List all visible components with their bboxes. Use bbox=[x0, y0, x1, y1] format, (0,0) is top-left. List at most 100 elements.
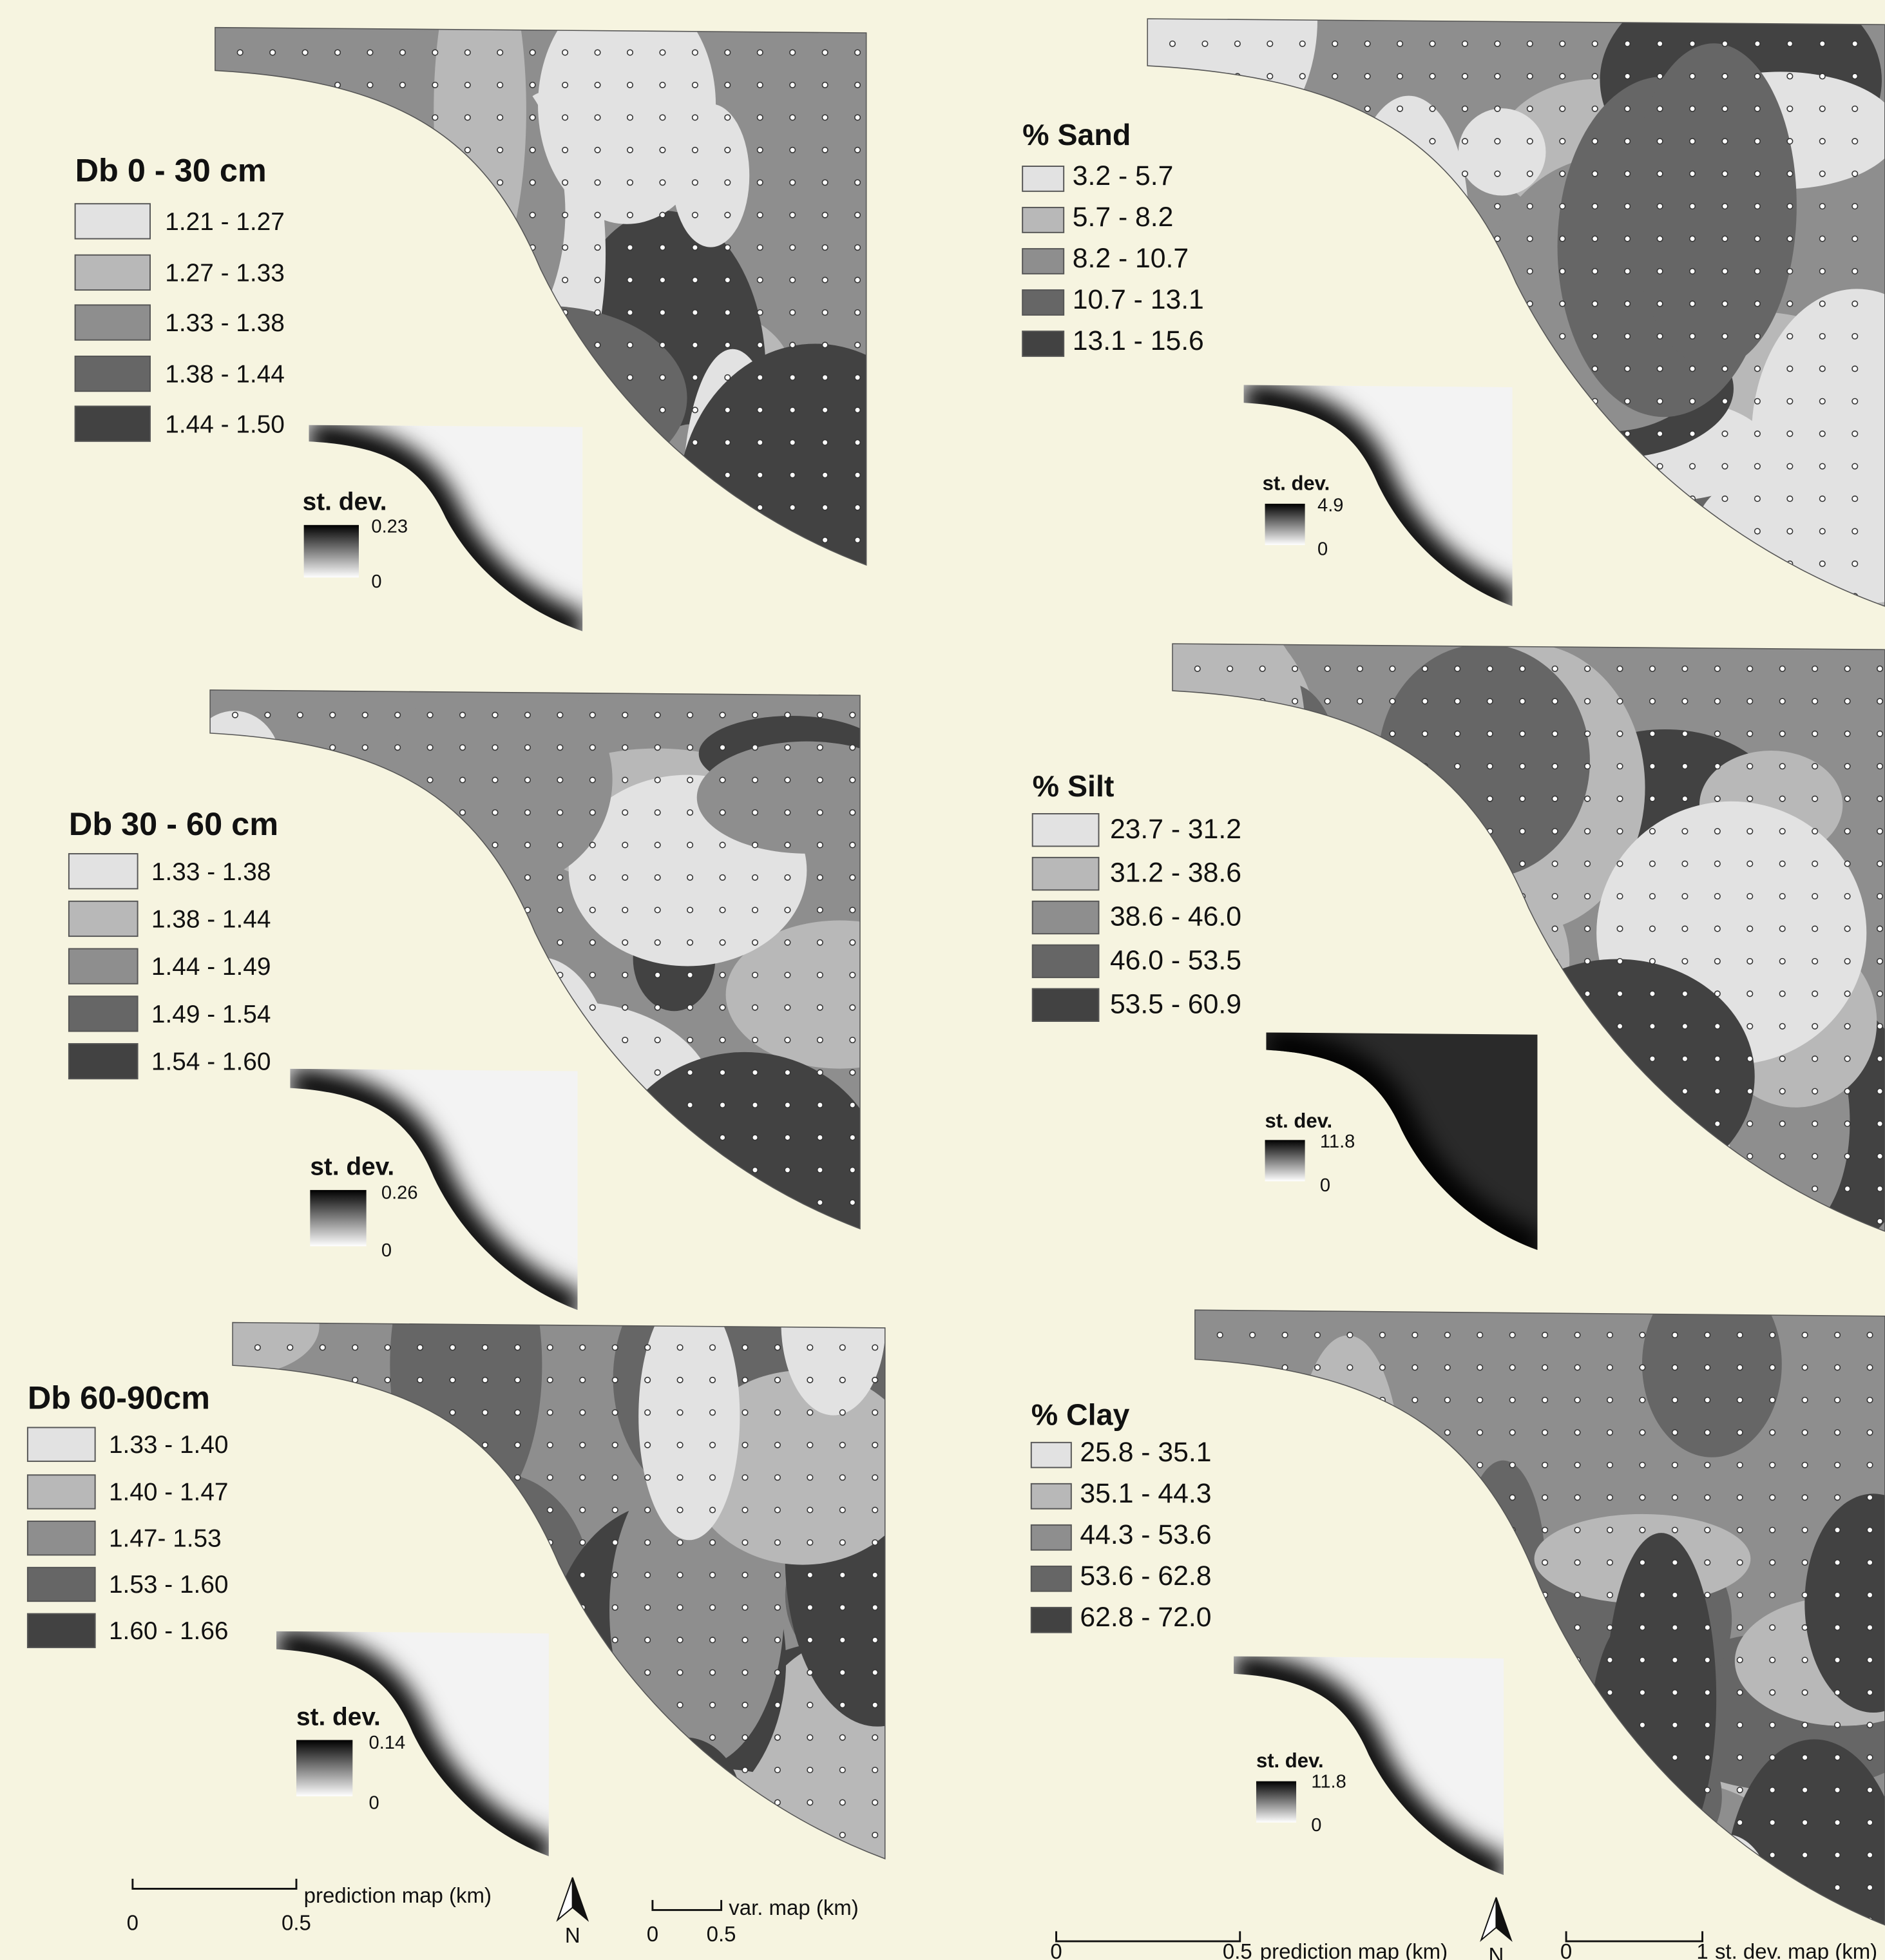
sample-point bbox=[850, 940, 856, 946]
sample-point bbox=[1877, 698, 1883, 704]
sample-point bbox=[590, 1167, 596, 1173]
sample-point bbox=[1292, 666, 1298, 672]
sample-point bbox=[785, 712, 790, 718]
sample-point bbox=[1650, 926, 1656, 932]
sample-point bbox=[1267, 334, 1273, 340]
sample-point bbox=[1202, 236, 1208, 242]
legend-swatch bbox=[1031, 1525, 1071, 1550]
sample-point bbox=[1737, 1398, 1743, 1403]
sample-point bbox=[595, 148, 600, 153]
sample-point bbox=[1195, 1218, 1201, 1224]
sample-point bbox=[1682, 861, 1688, 867]
sample-point bbox=[298, 1004, 303, 1010]
sample-point bbox=[1625, 269, 1631, 274]
sample-point bbox=[302, 407, 308, 413]
sample-point bbox=[742, 1475, 748, 1481]
sample-point bbox=[1455, 959, 1460, 965]
sample-point bbox=[622, 1102, 628, 1108]
sample-point bbox=[1397, 204, 1403, 209]
sample-point bbox=[822, 407, 828, 413]
sample-point bbox=[1364, 139, 1370, 144]
sample-point bbox=[320, 1475, 325, 1481]
sample-point bbox=[352, 1410, 358, 1416]
scale-start: 0 bbox=[127, 1910, 139, 1934]
sample-point bbox=[1574, 1722, 1580, 1728]
sample-point bbox=[595, 82, 600, 88]
sample-point bbox=[1657, 204, 1663, 209]
sample-point bbox=[693, 537, 698, 543]
sample-point bbox=[1170, 528, 1176, 534]
sample-point bbox=[287, 1670, 293, 1676]
sample-point bbox=[655, 1004, 660, 1010]
sample-point bbox=[1202, 366, 1208, 372]
sample-point bbox=[1835, 1398, 1841, 1403]
sample-point bbox=[693, 212, 698, 218]
sample-point bbox=[1672, 1398, 1678, 1403]
sample-point bbox=[1802, 1332, 1808, 1338]
sample-point bbox=[320, 1734, 325, 1740]
sample-point bbox=[1325, 894, 1330, 899]
sample-point bbox=[1867, 1592, 1873, 1598]
sample-point bbox=[1755, 334, 1761, 340]
sample-point bbox=[233, 777, 238, 783]
sample-point bbox=[1747, 1153, 1753, 1159]
sample-point bbox=[1787, 269, 1793, 274]
sample-point bbox=[1347, 1820, 1353, 1825]
sample-point bbox=[1250, 1592, 1256, 1598]
sample-point bbox=[1715, 991, 1721, 997]
sample-point bbox=[687, 940, 693, 946]
sample-point bbox=[1347, 1592, 1353, 1598]
sample-point bbox=[1787, 496, 1793, 502]
sample-point bbox=[1445, 1365, 1451, 1370]
sample-point bbox=[1672, 1462, 1678, 1468]
sample-point bbox=[1755, 528, 1761, 534]
sample-point bbox=[1690, 73, 1696, 79]
sample-point bbox=[725, 472, 731, 478]
sample-point bbox=[367, 50, 373, 55]
sample-point bbox=[1672, 1787, 1678, 1793]
sample-point bbox=[807, 1767, 813, 1773]
sample-point bbox=[790, 472, 796, 478]
sample-point bbox=[1640, 1917, 1645, 1923]
sample-point bbox=[330, 1102, 336, 1108]
sample-point bbox=[807, 1572, 813, 1578]
sample-point bbox=[1462, 204, 1468, 209]
sample-point bbox=[595, 504, 600, 510]
sample-point bbox=[400, 310, 406, 316]
sample-point bbox=[1715, 1121, 1721, 1127]
sample-point bbox=[818, 1102, 823, 1108]
sample-point bbox=[287, 1767, 293, 1773]
sample-point bbox=[1455, 698, 1460, 704]
sample-point bbox=[1682, 1186, 1688, 1192]
sample-point bbox=[1332, 561, 1338, 567]
sample-point bbox=[395, 1135, 401, 1140]
sample-point bbox=[302, 212, 308, 218]
sample-point bbox=[1542, 1852, 1548, 1858]
sample-point bbox=[677, 1475, 683, 1481]
sample-point bbox=[1592, 73, 1598, 79]
legend-swatch bbox=[75, 407, 150, 441]
sample-point bbox=[1455, 764, 1460, 769]
sample-point bbox=[1202, 171, 1208, 177]
legend-swatch bbox=[28, 1428, 95, 1461]
sample-point bbox=[1820, 334, 1826, 340]
sample-point bbox=[775, 1378, 781, 1383]
sample-point bbox=[1282, 1625, 1288, 1631]
sample-point bbox=[677, 1734, 683, 1740]
sample-point bbox=[237, 245, 243, 251]
sample-point bbox=[742, 1832, 748, 1838]
sample-point bbox=[417, 1800, 423, 1805]
sample-point bbox=[287, 1540, 293, 1546]
sample-point bbox=[595, 375, 600, 381]
sample-point bbox=[818, 1004, 823, 1010]
sample-point bbox=[1705, 1430, 1710, 1436]
sample-point bbox=[515, 1345, 521, 1350]
sample-point bbox=[687, 1200, 693, 1206]
sample-point bbox=[1250, 1560, 1256, 1566]
sample-point bbox=[432, 212, 438, 218]
sample-point bbox=[1217, 1754, 1223, 1760]
sample-point bbox=[622, 907, 628, 913]
sample-point bbox=[432, 537, 438, 543]
sample-point bbox=[1509, 1690, 1515, 1696]
st-dev-max: 11.8 bbox=[1311, 1771, 1346, 1792]
